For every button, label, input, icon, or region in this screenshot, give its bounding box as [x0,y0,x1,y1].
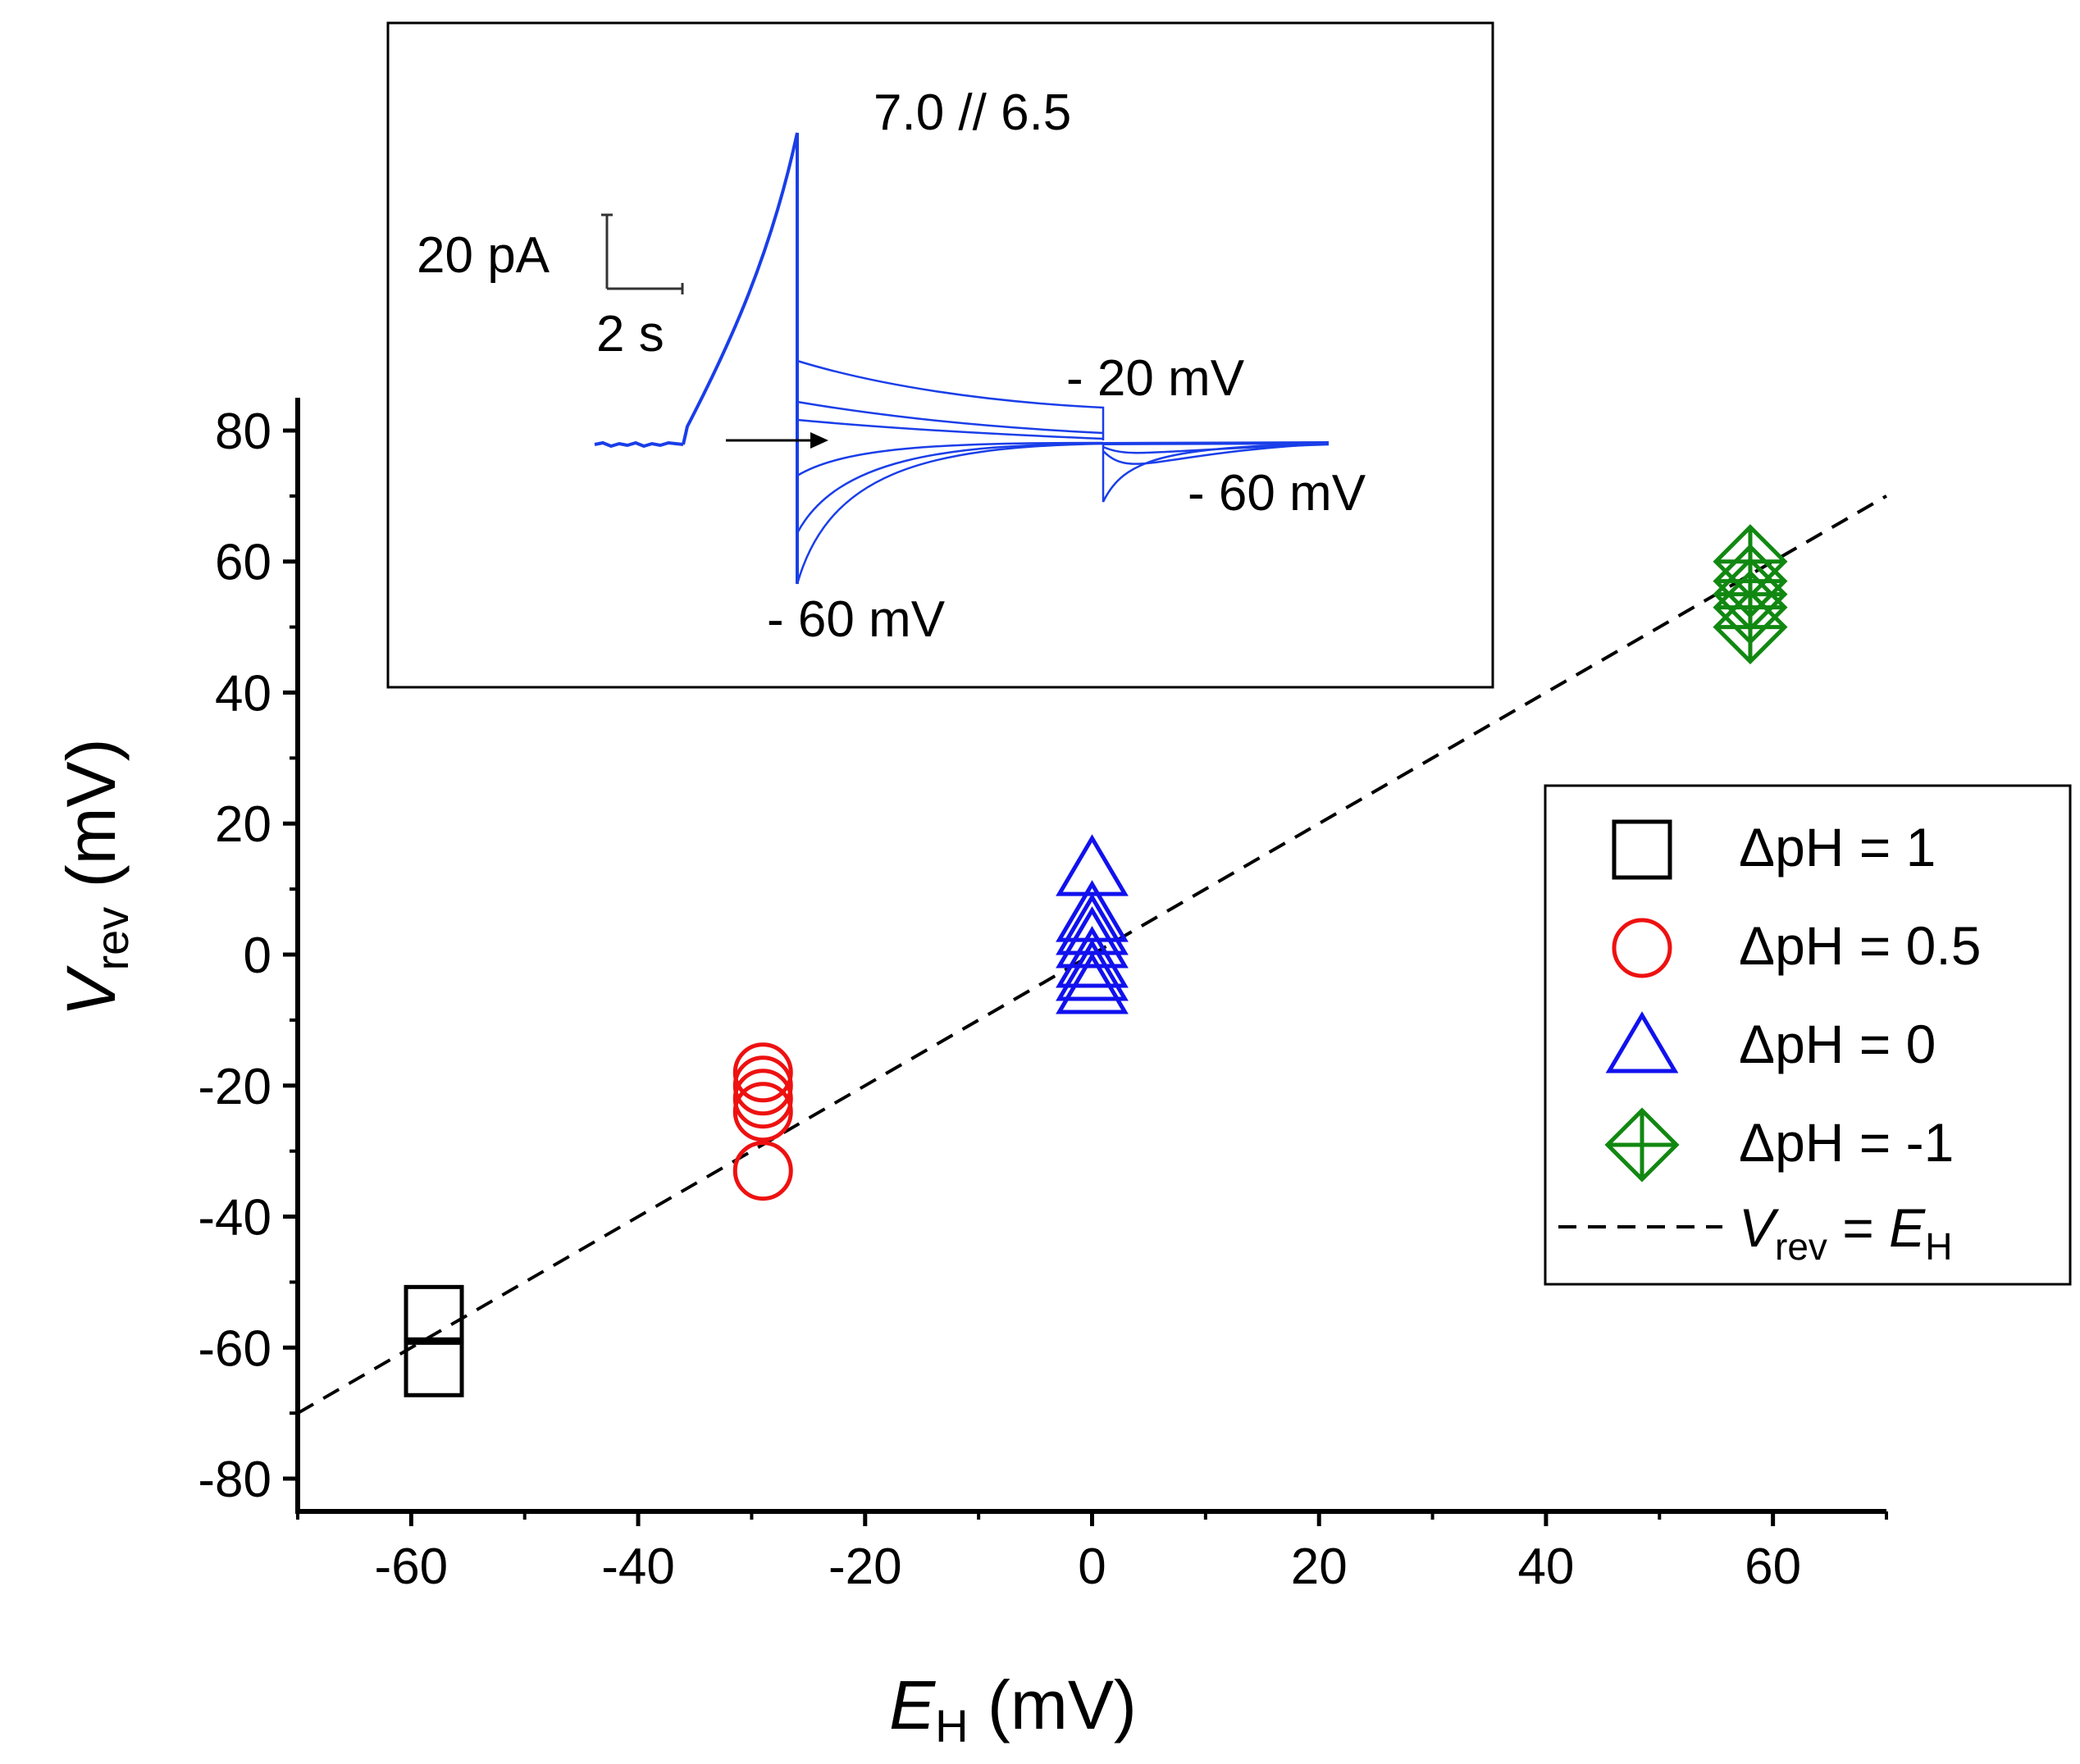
x-tick-label: 0 [1078,1538,1106,1595]
trace-tail-3 [1102,442,1330,465]
data-point-circle [732,1069,793,1129]
legend-label-dph-neg1: ΔpH = -1 [1739,1112,1954,1173]
data-point-triangle [1056,952,1129,1014]
data-point-circle [732,1082,793,1142]
data-point-triangle [1056,939,1129,1001]
trace-tail-2 [1102,443,1330,454]
inset-traces [594,132,1330,585]
x-tick-label: 40 [1517,1538,1574,1595]
data-point-diamond-cross [1713,590,1788,665]
y-tick-label: 0 [244,928,271,984]
trace-5 [796,442,1104,534]
data-point-square [404,1284,464,1345]
x-axis-title: EH (mV) [889,1666,1137,1752]
legend-label-dph-1: ΔpH = 1 [1739,817,1936,877]
main-plot: -80 -60 -40 -20 0 20 40 60 80 -60 -40 -20 0 20 40 60 [198,398,1888,1595]
arrow-head-icon [810,432,828,449]
x-tick-label: 60 [1745,1538,1801,1595]
data-point-triangle [1056,926,1129,988]
y-tick-label: -20 [198,1059,271,1115]
scale-time-label: 2 s [596,306,664,362]
trace-3 [796,418,1104,440]
data-point-circle [732,1042,793,1103]
inset-frame [386,21,1494,689]
trace-2 [796,400,1104,435]
y-tick-label: -60 [198,1320,271,1377]
y-tick-label: -40 [198,1190,271,1247]
legend-label-dph-0: ΔpH = 0 [1739,1014,1936,1074]
legend-symbols [1604,819,1680,1183]
annotation-minus20mv: - 20 mV [1066,350,1245,407]
inset-arrow [726,432,828,449]
data-point-circle [732,1055,793,1116]
data-markers [404,524,1788,1397]
legend-symbol-diamond-cross [1604,1107,1680,1183]
data-point-circle [732,1141,793,1201]
legend-symbol-circle [1612,918,1672,978]
annotation-minus60mv-bottom: - 60 mV [767,591,946,648]
y-tick-label: 60 [215,535,271,591]
inset-scale-bar: 20 pA 2 s [417,213,684,362]
x-tick-label: -20 [828,1538,902,1595]
x-tick-label: -40 [601,1538,675,1595]
y-axis-title: Vrev (mV) [52,738,138,1016]
data-point-triangle [1056,906,1129,969]
legend: ΔpH = 1 ΔpH = 0.5 ΔpH = 0 ΔpH = -1 Vrev … [1544,784,2072,1286]
x-tick-label: 20 [1291,1538,1348,1595]
y-ticks: -80 -60 -40 -20 0 20 40 60 80 [198,403,298,1508]
legend-symbol-triangle [1605,1011,1679,1073]
x-tick-label: -60 [375,1538,449,1595]
trace-6 [796,442,1104,585]
inset: 7.0 // 6.5 20 pA 2 s - 20 mV [386,21,1494,689]
x-ticks: -60 -40 -20 0 20 40 60 [296,1511,1888,1595]
trace-tail-1 [1102,442,1330,503]
y-tick-label: 20 [215,796,271,853]
legend-symbol-square [1612,819,1672,880]
trace-baseline-noise [594,440,684,449]
data-point-square [404,1337,464,1397]
trace-ramp [682,132,799,584]
annotation-minus60mv-right: - 60 mV [1188,465,1366,522]
inset-title: 7.0 // 6.5 [874,84,1071,141]
legend-label-reference: Vrev = EH [1739,1197,1952,1268]
trace-tail-baseline [1102,441,1330,445]
scale-current-label: 20 pA [417,227,550,284]
y-tick-label: 80 [215,403,271,460]
legend-label-dph-0.5: ΔpH = 0.5 [1739,915,1981,976]
y-tick-label: 40 [215,665,271,722]
y-tick-label: -80 [198,1452,271,1508]
trace-1 [796,359,1105,440]
trace-4 [796,441,1104,477]
